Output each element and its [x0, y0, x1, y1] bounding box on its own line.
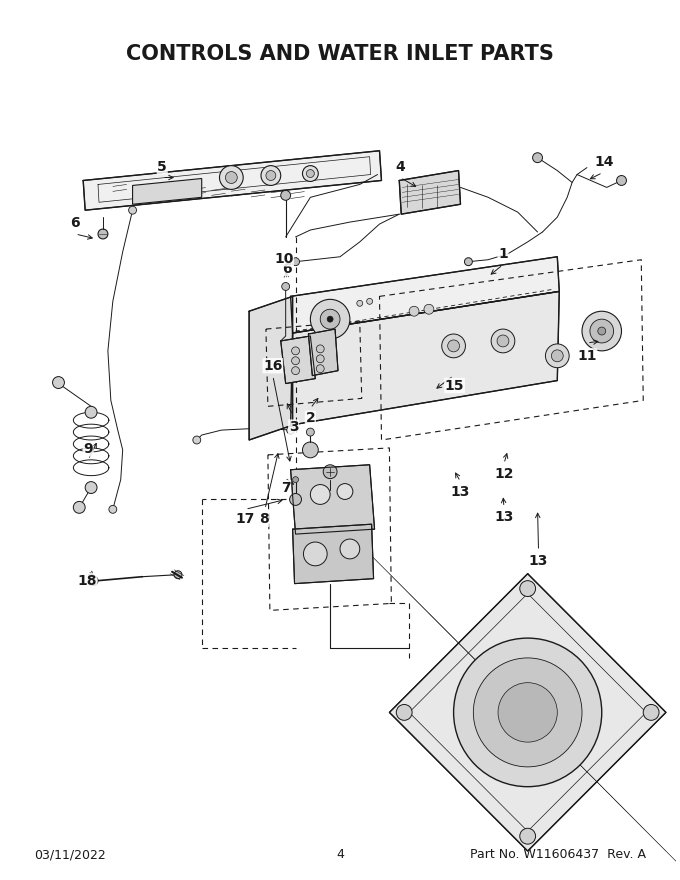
Circle shape — [598, 327, 606, 335]
Circle shape — [109, 505, 117, 513]
Circle shape — [98, 229, 108, 239]
Text: 13: 13 — [451, 485, 470, 498]
Circle shape — [129, 206, 137, 214]
Circle shape — [357, 300, 362, 306]
Circle shape — [454, 638, 602, 787]
Text: 8: 8 — [259, 512, 269, 526]
Polygon shape — [133, 179, 202, 204]
Circle shape — [323, 465, 337, 479]
Circle shape — [497, 335, 509, 347]
Circle shape — [282, 282, 290, 290]
Circle shape — [303, 442, 318, 458]
Circle shape — [532, 153, 543, 163]
Polygon shape — [290, 465, 375, 534]
Circle shape — [464, 258, 473, 266]
Circle shape — [303, 542, 327, 566]
Circle shape — [551, 350, 563, 362]
Text: 4: 4 — [336, 848, 344, 862]
Text: 16: 16 — [263, 359, 282, 373]
Text: 9: 9 — [84, 442, 93, 456]
Polygon shape — [290, 291, 559, 425]
Circle shape — [545, 344, 569, 368]
Text: 6: 6 — [71, 216, 80, 230]
Circle shape — [582, 312, 622, 351]
Circle shape — [473, 658, 582, 766]
Text: 13: 13 — [529, 554, 548, 568]
Circle shape — [292, 347, 299, 355]
Text: 7: 7 — [281, 480, 290, 495]
Circle shape — [73, 502, 85, 513]
Circle shape — [520, 828, 536, 844]
Circle shape — [396, 705, 412, 721]
Circle shape — [174, 571, 182, 579]
Circle shape — [643, 705, 659, 721]
Circle shape — [320, 309, 340, 329]
Circle shape — [85, 407, 97, 418]
Text: 2: 2 — [305, 411, 316, 425]
Polygon shape — [249, 297, 292, 440]
Circle shape — [85, 481, 97, 494]
Circle shape — [193, 436, 201, 444]
Circle shape — [590, 319, 613, 343]
Circle shape — [447, 340, 460, 352]
Circle shape — [310, 299, 350, 339]
Text: 14: 14 — [594, 155, 613, 169]
Circle shape — [491, 329, 515, 353]
Text: 3: 3 — [289, 420, 299, 434]
Circle shape — [310, 485, 330, 504]
Text: 03/11/2022: 03/11/2022 — [34, 848, 105, 862]
Polygon shape — [390, 574, 666, 851]
Circle shape — [316, 345, 324, 353]
Circle shape — [327, 316, 333, 322]
Circle shape — [292, 477, 299, 482]
Circle shape — [617, 175, 626, 186]
Polygon shape — [83, 150, 381, 210]
Circle shape — [307, 428, 314, 436]
Text: 6: 6 — [282, 261, 292, 275]
Circle shape — [261, 165, 281, 186]
Circle shape — [292, 367, 299, 375]
Polygon shape — [281, 336, 316, 384]
Circle shape — [303, 165, 318, 181]
Circle shape — [266, 171, 276, 180]
Circle shape — [220, 165, 243, 189]
Text: 13: 13 — [494, 510, 513, 524]
Circle shape — [52, 377, 65, 388]
Circle shape — [424, 304, 434, 314]
Circle shape — [340, 539, 360, 559]
Text: Part No. W11606437  Rev. A: Part No. W11606437 Rev. A — [470, 848, 646, 862]
Circle shape — [307, 170, 314, 178]
Circle shape — [292, 356, 299, 364]
Text: 1: 1 — [498, 246, 508, 260]
Circle shape — [290, 494, 301, 505]
Polygon shape — [399, 171, 460, 214]
Polygon shape — [292, 524, 373, 583]
Circle shape — [316, 355, 324, 363]
Text: 18: 18 — [78, 574, 97, 588]
Circle shape — [88, 576, 98, 585]
Text: 12: 12 — [494, 466, 513, 480]
Text: 10: 10 — [274, 252, 293, 266]
Circle shape — [498, 683, 558, 742]
Text: 5: 5 — [157, 159, 167, 173]
Circle shape — [316, 364, 324, 372]
Circle shape — [287, 426, 294, 434]
Text: 17: 17 — [235, 512, 255, 526]
Circle shape — [442, 334, 465, 358]
Text: 15: 15 — [445, 378, 464, 392]
Circle shape — [367, 298, 373, 304]
Circle shape — [292, 258, 299, 266]
Text: CONTROLS AND WATER INLET PARTS: CONTROLS AND WATER INLET PARTS — [126, 44, 554, 63]
Circle shape — [226, 172, 237, 183]
Circle shape — [281, 190, 290, 201]
Circle shape — [337, 484, 353, 500]
Polygon shape — [309, 329, 338, 376]
Circle shape — [520, 581, 536, 597]
Polygon shape — [290, 257, 559, 333]
Text: 11: 11 — [577, 348, 596, 363]
Circle shape — [409, 306, 419, 316]
Text: 4: 4 — [395, 159, 405, 173]
